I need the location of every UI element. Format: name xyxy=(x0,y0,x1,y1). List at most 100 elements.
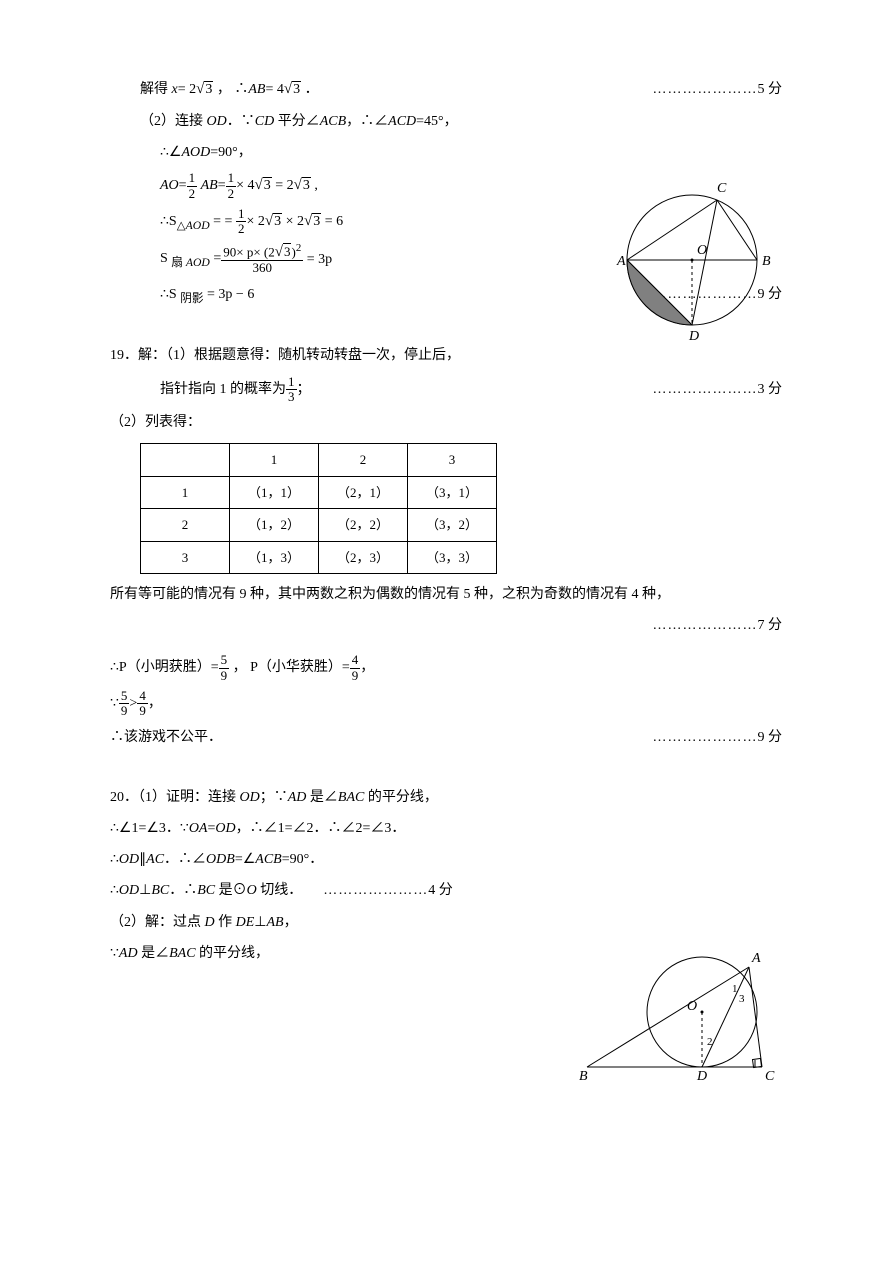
p19-l7-mid: > xyxy=(129,696,137,711)
dots: ………………… xyxy=(653,618,758,633)
p19-line2: 指针指向 1 的概率为13； xyxy=(160,375,653,405)
p19-l2-pre: 指针指向 1 的概率为 xyxy=(160,382,286,397)
num: 4 xyxy=(350,653,361,668)
label-D: D xyxy=(696,1069,707,1084)
label-D: D xyxy=(688,329,699,340)
cell: 2 xyxy=(141,509,230,541)
probability-table: 1 2 3 1 （1，1） （2，1） （3，1） 2 （1，2） （2，2） … xyxy=(140,443,497,574)
dots: ………………… xyxy=(653,82,758,97)
p19-line5-score: …………………7 分 xyxy=(653,613,783,638)
label-B: B xyxy=(762,254,771,269)
p19-line1: 19．解：（1）根据题意得：随机转动转盘一次，停止后， xyxy=(110,343,782,368)
p18-line2: （2）连接 OD．∵CD 平分∠ACB，∴∠ACD=45°， xyxy=(140,109,782,134)
cell: （1，1） xyxy=(230,476,319,508)
label-C: C xyxy=(765,1069,775,1084)
p18-l4-post: × 43 = 23 , xyxy=(236,178,318,193)
score-text: 5 分 xyxy=(758,82,783,97)
den: 360 xyxy=(221,261,303,275)
den: 9 xyxy=(219,669,230,683)
p19-l6-mid: ， P（小华获胜）= xyxy=(229,660,350,675)
p19-l2-post: ； xyxy=(297,382,311,397)
p20-line4-text: ∴OD⊥BC．∴BC 是⊙O 切线． xyxy=(110,883,302,898)
den: 2 xyxy=(226,187,237,201)
cell: （1，3） xyxy=(230,541,319,573)
p18-l6-post: = 3p xyxy=(303,251,332,266)
num: 4 xyxy=(137,689,148,704)
p19-l7-pre: ∵ xyxy=(110,696,119,711)
diagram-circle-2: A B C D O 1 2 3 xyxy=(577,940,787,1100)
table-header-row: 1 2 3 xyxy=(141,444,497,476)
p20-line4-row: ∴OD⊥BC．∴BC 是⊙O 切线． …………………4 分 xyxy=(110,878,782,903)
page-root: 解得 x= 23 ， ∴AB= 43 ． …………………5 分 （2）连接 OD… xyxy=(0,0,892,1262)
frac-half-2: 12 xyxy=(226,171,237,201)
table-row: 3 （1，3） （2，3） （3，3） xyxy=(141,541,497,573)
th-3: 3 xyxy=(408,444,497,476)
p19-line3: （2）列表得： xyxy=(110,410,782,435)
p20-line2: ∴∠1=∠3．∵OA=OD，∴∠1=∠2．∴∠2=∠3． xyxy=(110,816,782,841)
frac-5-9b: 59 xyxy=(119,689,130,719)
p19-line7: ∵59>49， xyxy=(110,689,782,719)
num: 1 xyxy=(187,171,198,186)
score-text: 3 分 xyxy=(758,382,783,397)
den: 9 xyxy=(137,704,148,718)
p18-l5-post: × 23 × 23 = 6 xyxy=(246,214,343,229)
p19-l6-post: ， xyxy=(360,660,374,675)
table-row: 1 （1，1） （2，1） （3，1） xyxy=(141,476,497,508)
p19-line8: ∴该游戏不公平． xyxy=(110,725,653,750)
p18-l4-mid: AB= xyxy=(197,178,226,193)
p19-line8-row: ∴该游戏不公平． …………………9 分 xyxy=(110,725,782,750)
p19-l7-post: ， xyxy=(148,696,162,711)
p18-l5-pre: ∴S△AOD = = xyxy=(160,214,236,229)
diagram-circle-1: A B C D O xyxy=(597,170,787,340)
frac-5-9a: 59 xyxy=(219,653,230,683)
frac-1-3: 13 xyxy=(286,375,297,405)
score-text: 4 分 xyxy=(428,883,453,898)
num: 1 xyxy=(236,207,247,222)
p20-line3: ∴OD∥AC．∴∠ODB=∠ACB=90°． xyxy=(110,847,782,872)
p19-line2-row: 指针指向 1 的概率为13； …………………3 分 xyxy=(110,375,782,405)
cell: 3 xyxy=(141,541,230,573)
frac-half-3: 12 xyxy=(236,207,247,237)
num: 1 xyxy=(286,375,297,390)
cell: 1 xyxy=(141,476,230,508)
label-2: 2 xyxy=(707,1036,713,1048)
th-1: 1 xyxy=(230,444,319,476)
den: 2 xyxy=(236,222,247,236)
p18-line1: 解得 x= 23 ， ∴AB= 43 ． …………………5 分 xyxy=(140,76,782,103)
score-text: 9 分 xyxy=(758,730,783,745)
label-A: A xyxy=(751,951,761,966)
table-row: 2 （1，2） （2，2） （3，2） xyxy=(141,509,497,541)
p19-l6-pre: ∴P（小明获胜）= xyxy=(110,660,219,675)
p19-line6: ∴P（小明获胜）=59 ， P（小华获胜）=49， xyxy=(110,653,782,683)
cell: （3，1） xyxy=(408,476,497,508)
p18-line1-text: 解得 x= 23 ， ∴AB= 43 ． xyxy=(140,76,653,103)
num: 90× p× (23)2 xyxy=(221,243,303,262)
score-text: 7 分 xyxy=(758,618,783,633)
num: 5 xyxy=(219,653,230,668)
th-blank xyxy=(141,444,230,476)
label-C: C xyxy=(717,181,727,196)
num: 1 xyxy=(226,171,237,186)
label-3: 3 xyxy=(739,993,745,1005)
frac-4-9b: 49 xyxy=(137,689,148,719)
dots: ………………… xyxy=(653,730,758,745)
label-O: O xyxy=(687,999,697,1014)
den: 9 xyxy=(350,669,361,683)
frac-sector: 90× p× (23)2360 xyxy=(221,243,303,276)
p18-l4-pre: AO= xyxy=(160,178,187,193)
cell: （1，2） xyxy=(230,509,319,541)
p20-line4-score: …………………4 分 xyxy=(323,883,453,898)
p18-line1-score: …………………5 分 xyxy=(653,77,783,102)
den: 9 xyxy=(119,704,130,718)
den: 2 xyxy=(187,187,198,201)
cell: （2，3） xyxy=(319,541,408,573)
dots: ………………… xyxy=(323,883,428,898)
p19-line4: 所有等可能的情况有 9 种，其中两数之积为偶数的情况有 5 种，之积为奇数的情况… xyxy=(110,582,782,607)
p18-line7-text: ∴S 阴影 = 3p − 6 xyxy=(160,282,653,309)
p20-line1: 20．（1）证明：连接 OD；∵AD 是∠BAC 的平分线， xyxy=(110,785,782,810)
p19-line2-score: …………………3 分 xyxy=(653,377,783,402)
p20-line5: （2）解：过点 D 作 DE⊥AB， xyxy=(110,910,782,935)
p18-l6-pre: S 扇 AOD = xyxy=(160,251,221,266)
label-1: 1 xyxy=(732,983,738,995)
cell: （3，2） xyxy=(408,509,497,541)
